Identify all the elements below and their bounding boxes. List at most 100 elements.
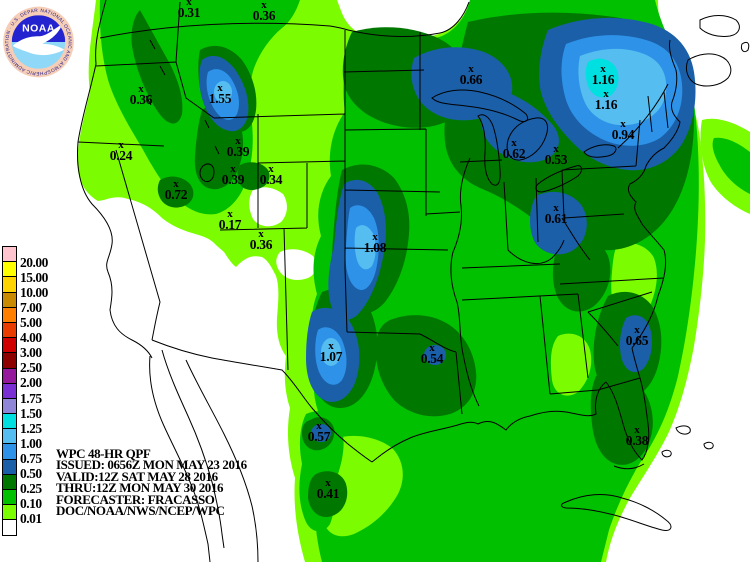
legend-label: 1.00 [20,436,42,451]
legend-color-cell [2,519,17,536]
max-value: 0.57 [307,429,331,444]
max-x-marker: x [227,208,233,220]
max-x-marker: x [118,139,124,151]
precip-max: x 0.61 [544,203,568,226]
max-value: 0.61 [544,211,568,226]
great-salt-lake [199,163,215,183]
lake-michigan [477,114,501,186]
coastline-mexico-west [185,359,259,562]
max-value: 0.34 [259,172,283,187]
precip-max: x 1.16 [592,63,615,87]
precip-max: x 0.34 [259,163,283,187]
max-value: 0.53 [544,152,568,167]
border-canada [99,1,470,39]
max-x-marker: x [634,324,640,336]
precip-max: x 0.31 [178,0,201,19]
precip-max: x 0.24 [109,139,133,163]
legend-label: 1.50 [20,406,42,421]
st-lawrence-line [617,83,669,149]
max-x-marker: x [600,63,606,75]
state-borders [77,1,669,415]
max-value: 0.17 [218,217,242,232]
map-borders [77,0,750,562]
legend-label: 5.00 [20,315,42,330]
max-x-marker: x [634,424,640,436]
legend-label: 20.00 [20,255,48,270]
bahamas-islands [661,425,714,458]
legend-label: 1.75 [20,391,42,406]
precip-max: x 0.17 [218,208,242,232]
precip-max: x 0.65 [625,324,649,348]
legend-color-cell [2,321,17,339]
legend-color-cell [2,337,17,354]
precip-max: x 0.72 [164,178,188,202]
info-line-valid: VALID:12Z SAT MAY 28 2016 [56,468,218,484]
legend-color-cell [2,473,17,490]
max-x-marker: x [553,143,559,155]
legend-color-cell [2,246,17,263]
max-x-marker: x [138,83,144,95]
max-value: 0.62 [502,146,526,161]
coastline-florida [605,347,650,461]
precip-max: x 1.08 [364,232,387,255]
max-x-marker: x [316,420,322,432]
legend-color-cell [2,352,17,369]
noaa-seagull-icon [12,23,65,56]
legend-color-cell [2,443,17,460]
legend-color-cell [2,504,17,521]
legend-label: 7.00 [20,300,42,315]
max-x-marker: x [620,118,626,130]
precip-max: x 0.66 [460,63,483,87]
precip-max: x 1.16 [595,88,618,112]
legend-color-cell [2,413,17,430]
precip-max: x 0.62 [502,137,526,161]
max-value: 0.39 [221,172,245,187]
max-value: 0.65 [625,333,649,348]
legend-label: 0.10 [20,496,42,511]
legend-color-cell [2,367,17,384]
precip-max: x 0.57 [307,420,331,444]
lake-huron [506,117,549,161]
issuance-info-block: WPC 48-HR QPF ISSUED: 0656Z MON MAY 23 2… [56,447,247,518]
legend-label: 0.01 [20,511,42,526]
max-x-marker: x [268,163,274,175]
max-value: 1.55 [208,91,232,106]
max-x-marker: x [511,137,517,149]
legend-label: 0.50 [20,466,42,481]
legend-color-cell [2,291,17,308]
legend-color-cell [2,382,17,399]
coastline-baja [149,355,211,562]
precip-max: x 0.53 [544,143,568,167]
max-value: 0.54 [420,351,444,366]
noaa-logo-text: NOAA [22,23,55,35]
precip-max: x 1.55 [208,82,232,106]
max-x-marker: x [173,178,179,190]
info-line-thru: THRU:12Z MON MAY 30 2016 [56,480,224,496]
max-x-marker: x [603,88,609,100]
max-x-marker: x [217,82,223,94]
coastline-cuba [561,494,672,531]
max-value: 0.38 [625,433,649,448]
precip-max: x 0.36 [130,83,153,107]
max-value: 0.36 [249,237,273,252]
legend-color-bar [2,246,17,536]
max-value: 0.72 [164,187,188,202]
legend-label: 4.00 [20,330,42,345]
max-x-marker: x [230,163,236,175]
legend-label: 0.25 [20,481,42,496]
max-x-marker: x [328,340,334,352]
coastline-atlantic [627,39,681,349]
max-x-marker: x [468,63,474,75]
precip-max: x 0.38 [625,424,649,448]
legend-label: 15.00 [20,270,48,285]
max-x-marker: x [261,0,267,11]
max-value: 0.41 [316,486,340,501]
max-x-marker: x [258,228,264,240]
max-value: 0.24 [109,148,133,163]
info-line-forecaster: FORECASTER: FRACASSO [56,491,215,507]
legend-label: 3.00 [20,345,42,360]
max-x-marker: x [429,342,435,354]
coastline-gulf [371,381,607,463]
